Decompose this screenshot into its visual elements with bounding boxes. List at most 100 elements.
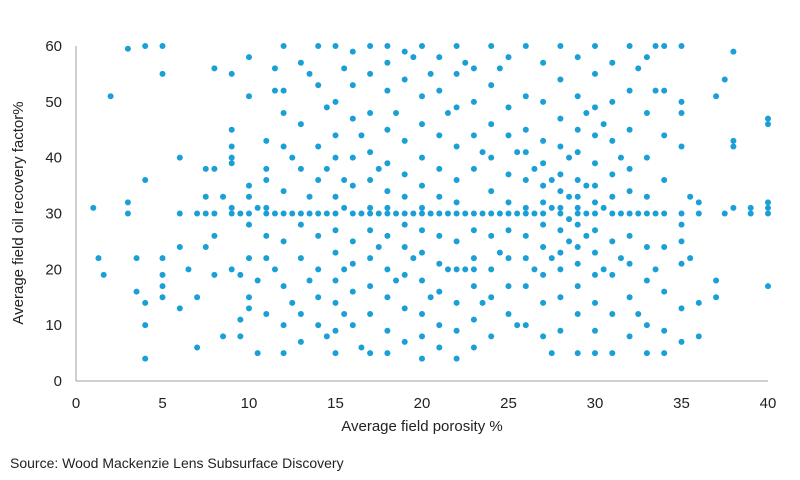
data-point bbox=[643, 54, 650, 61]
data-point bbox=[453, 43, 460, 49]
y-tick-label: 10 bbox=[45, 317, 62, 334]
data-point bbox=[522, 210, 529, 217]
data-point bbox=[643, 322, 650, 329]
data-point bbox=[540, 137, 547, 144]
data-point bbox=[470, 316, 477, 323]
data-point bbox=[592, 199, 598, 206]
data-point bbox=[263, 255, 270, 262]
data-point bbox=[349, 115, 356, 122]
data-point bbox=[592, 182, 598, 189]
data-point bbox=[574, 93, 581, 100]
data-point bbox=[678, 43, 685, 49]
y-tick-label: 0 bbox=[54, 373, 62, 390]
data-point bbox=[263, 165, 270, 172]
data-point bbox=[453, 355, 460, 362]
data-point bbox=[488, 333, 495, 340]
data-point bbox=[176, 154, 183, 161]
data-point bbox=[470, 266, 477, 273]
data-point bbox=[609, 193, 616, 200]
data-point bbox=[661, 132, 668, 139]
data-point bbox=[124, 45, 131, 52]
data-point bbox=[609, 137, 616, 144]
data-point bbox=[280, 350, 287, 357]
data-point bbox=[254, 277, 261, 284]
data-point bbox=[419, 204, 425, 211]
data-point bbox=[211, 210, 218, 217]
data-point bbox=[263, 204, 270, 211]
data-point bbox=[107, 93, 114, 100]
data-point bbox=[574, 204, 581, 211]
data-point bbox=[271, 65, 278, 72]
data-point bbox=[401, 244, 408, 250]
x-tick-label: 10 bbox=[241, 395, 258, 412]
data-point bbox=[713, 93, 720, 100]
data-point bbox=[436, 193, 443, 200]
data-point bbox=[522, 322, 529, 329]
data-point bbox=[661, 350, 668, 357]
data-point bbox=[765, 204, 771, 211]
data-point bbox=[237, 333, 244, 340]
data-point bbox=[367, 70, 374, 77]
data-point bbox=[721, 76, 728, 83]
data-point bbox=[522, 177, 529, 183]
data-point bbox=[626, 232, 633, 239]
y-tick-label: 60 bbox=[45, 38, 62, 55]
data-point bbox=[617, 210, 624, 217]
data-point bbox=[522, 43, 529, 49]
data-point bbox=[470, 65, 477, 72]
data-point bbox=[263, 232, 270, 239]
data-point bbox=[626, 126, 633, 133]
data-point bbox=[202, 165, 209, 172]
data-point bbox=[315, 294, 322, 301]
data-point bbox=[401, 76, 408, 83]
data-point bbox=[592, 70, 598, 77]
data-point bbox=[332, 227, 339, 234]
data-point bbox=[626, 260, 633, 267]
data-point bbox=[609, 350, 616, 357]
data-point bbox=[194, 294, 201, 301]
data-point bbox=[678, 238, 685, 245]
data-point bbox=[367, 43, 374, 49]
data-point bbox=[401, 305, 408, 312]
data-point bbox=[393, 110, 400, 116]
data-point bbox=[470, 132, 477, 139]
data-point bbox=[522, 149, 529, 156]
data-point bbox=[384, 294, 391, 301]
data-point bbox=[505, 227, 512, 234]
data-point bbox=[323, 165, 330, 172]
data-point bbox=[453, 299, 460, 306]
data-point bbox=[557, 115, 564, 122]
data-point bbox=[765, 210, 771, 217]
data-point bbox=[228, 210, 235, 217]
data-point bbox=[297, 165, 304, 172]
data-point bbox=[306, 193, 313, 200]
data-point bbox=[315, 232, 322, 239]
data-point bbox=[358, 344, 365, 351]
data-point bbox=[592, 160, 598, 167]
data-point bbox=[375, 165, 382, 172]
data-point bbox=[332, 327, 339, 334]
data-point bbox=[228, 143, 235, 150]
data-point bbox=[626, 210, 633, 217]
data-point bbox=[393, 210, 400, 217]
data-point bbox=[583, 182, 590, 189]
data-point bbox=[419, 121, 425, 128]
data-point bbox=[514, 322, 521, 329]
data-point bbox=[142, 355, 149, 362]
data-point bbox=[540, 210, 547, 217]
data-point bbox=[246, 294, 252, 301]
data-point bbox=[479, 149, 486, 156]
data-point bbox=[453, 327, 460, 334]
data-point bbox=[384, 87, 391, 94]
data-point bbox=[643, 210, 650, 217]
x-tick-label: 15 bbox=[327, 395, 344, 412]
data-point bbox=[401, 137, 408, 144]
data-point bbox=[401, 210, 408, 217]
data-point bbox=[349, 260, 356, 267]
data-point bbox=[540, 221, 547, 228]
data-point bbox=[367, 350, 374, 357]
data-point bbox=[574, 244, 581, 250]
data-point bbox=[349, 82, 356, 89]
data-point bbox=[410, 54, 417, 61]
data-point bbox=[159, 43, 166, 49]
